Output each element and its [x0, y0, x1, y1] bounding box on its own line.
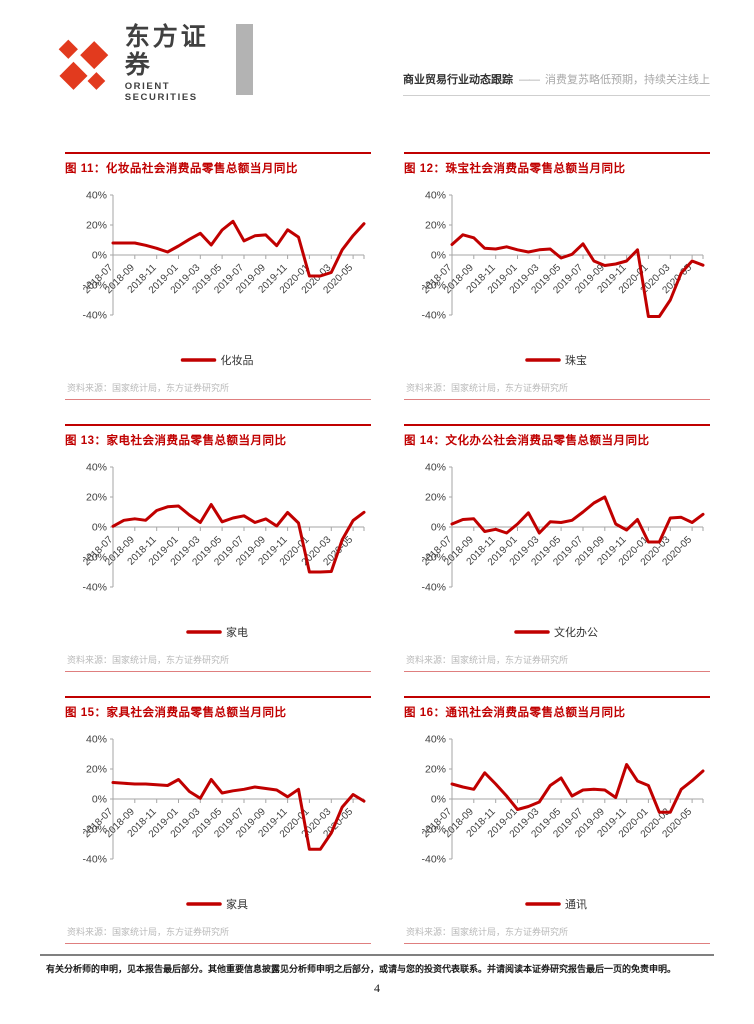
chart-panel-fig16: 图 16：通讯社会消费品零售总额当月同比 40% 20% 0% -20% -40% 201…: [404, 696, 710, 944]
report-subtitle: 消费复苏略低预期，持续关注线上: [545, 74, 710, 86]
chart-panel-fig13: 图 13：家电社会消费品零售总额当月同比 40% 20% 0% -20% -40% 201…: [65, 424, 371, 672]
chart-panel-fig12: 图 12：珠宝社会消费品零售总额当月同比 40% 20% 0% -20% -40% 201…: [404, 152, 710, 400]
svg-text:-40%: -40%: [82, 310, 107, 322]
header-divider-bar: [236, 24, 253, 95]
chart-panel-fig15: 图 15：家具社会消费品零售总额当月同比 40% 20% 0% -20% -40% 201…: [65, 696, 371, 944]
chart-svg: 40%20%0%-20%-40%2018-072018-092018-11201…: [81, 190, 366, 367]
chart-line: [111, 778, 366, 851]
legend-label: 珠宝: [565, 353, 587, 367]
svg-text:-40%: -40%: [421, 310, 446, 322]
page-number: 4: [374, 981, 380, 995]
chart-panel-fig11: 图 11：化妆品社会消费品零售总额当月同比 40% 20% 0% -20% -40% 20…: [65, 152, 371, 400]
line-chart-communications: 40% 20% 0% -20% -40% 2018-07 2018-09 2018-11 201…: [404, 727, 710, 919]
header-title-block: 商业贸易行业动态跟踪 —— 消费复苏略低预期，持续关注线上: [403, 71, 710, 96]
chart-title: 图 15：家具社会消费品零售总额当月同比: [65, 707, 287, 719]
footer-divider: [40, 954, 714, 956]
legend-label: 家具: [226, 897, 248, 911]
legend-label: 通讯: [565, 898, 587, 911]
source-note: 资料来源：国家统计局，东方证券研究所: [404, 375, 710, 400]
svg-text:0%: 0%: [431, 794, 446, 806]
chart-panel-fig14: 图 14：文化办公社会消费品零售总额当月同比 40% 20% 0% -20% -40% 2…: [404, 424, 710, 672]
logo-chinese-name: 东方证券: [124, 23, 209, 79]
svg-text:0%: 0%: [431, 522, 446, 534]
charts-grid: 图 11：化妆品社会消费品零售总额当月同比 40% 20% 0% -20% -40% 20…: [65, 152, 710, 944]
chart-title: 图 11：化妆品社会消费品零售总额当月同比: [65, 163, 298, 175]
source-note: 资料来源：国家统计局，东方证券研究所: [65, 919, 371, 944]
legend-label: 化妆品: [221, 353, 254, 367]
svg-text:0%: 0%: [431, 250, 446, 262]
svg-text:40%: 40%: [425, 190, 446, 202]
svg-text:-40%: -40%: [82, 854, 107, 866]
logo-diamonds-icon: [58, 39, 109, 90]
logo-english-name: ORIENT SECURITIES: [124, 81, 198, 103]
source-note: 资料来源：国家统计局，东方证券研究所: [404, 919, 710, 944]
logo-text: 东方证券 ORIENT SECURITIES: [124, 23, 221, 103]
chart-line: [450, 233, 705, 318]
chart-title: 图 16：通讯社会消费品零售总额当月同比: [404, 707, 626, 719]
svg-text:-40%: -40%: [421, 582, 446, 594]
chart-title: 图 12：珠宝社会消费品零售总额当月同比: [404, 163, 626, 175]
svg-text:-20%: -20%: [421, 280, 446, 292]
svg-text:40%: 40%: [425, 462, 446, 474]
line-chart-appliances: 40% 20% 0% -20% -40% 2018-07 2018-09 2018-11 201…: [65, 455, 371, 647]
source-note: 资料来源：国家统计局，东方证券研究所: [65, 375, 371, 400]
orient-securities-logo: 东方证券 ORIENT SECURITIES: [55, 23, 221, 103]
chart-svg: 40%20%0%-20%-40%2018-072018-092018-11201…: [420, 462, 705, 639]
chart-line: [450, 495, 705, 544]
chart-line: [111, 219, 366, 278]
svg-text:-20%: -20%: [82, 280, 107, 292]
source-note: 资料来源：国家统计局，东方证券研究所: [404, 647, 710, 672]
header-dash: ——: [519, 74, 540, 86]
svg-text:-40%: -40%: [421, 854, 446, 866]
report-type: 商业贸易行业动态跟踪: [403, 74, 513, 86]
chart-title: 图 14：文化办公社会消费品零售总额当月同比: [404, 435, 650, 447]
legend-label: 家电: [226, 625, 248, 639]
chart-svg: 40%20%0%-20%-40%2018-072018-092018-11201…: [420, 734, 705, 911]
chart-line: [111, 503, 366, 574]
page-footer: 有关分析师的申明，见本报告最后部分。其他重要信息披露见分析师申明之后部分，或请与…: [40, 954, 714, 996]
line-chart-culture-office: 40% 20% 0% -20% -40% 2018-07 2018-09 2018-11 201…: [404, 455, 710, 647]
svg-text:0%: 0%: [92, 250, 107, 262]
svg-text:-20%: -20%: [82, 552, 107, 564]
svg-text:-40%: -40%: [82, 582, 107, 594]
svg-text:-20%: -20%: [421, 824, 446, 836]
svg-text:40%: 40%: [86, 462, 107, 474]
chart-title: 图 13：家电社会消费品零售总额当月同比: [65, 435, 287, 447]
line-chart-furniture: 40% 20% 0% -20% -40% 2018-07 2018-09 2018-11 201…: [65, 727, 371, 919]
svg-text:0%: 0%: [92, 522, 107, 534]
svg-text:20%: 20%: [86, 220, 107, 232]
chart-svg: 40%20%0%-20%-40%2018-072018-092018-11201…: [81, 734, 366, 911]
svg-text:20%: 20%: [86, 492, 107, 504]
svg-text:40%: 40%: [425, 734, 446, 746]
svg-text:20%: 20%: [425, 764, 446, 776]
page-header: 东方证券 ORIENT SECURITIES 商业贸易行业动态跟踪 —— 消费复苏略…: [0, 0, 754, 103]
line-chart-cosmetics: 40% 20% 0% -20% -40% 2018-07 2018-09 2018-11 201…: [65, 183, 371, 375]
source-note: 资料来源：国家统计局，东方证券研究所: [65, 647, 371, 672]
svg-text:-20%: -20%: [421, 552, 446, 564]
svg-text:40%: 40%: [86, 734, 107, 746]
line-chart-jewelry: 40% 20% 0% -20% -40% 2018-07 2018-09 2018-11 201…: [404, 183, 710, 375]
svg-text:20%: 20%: [86, 764, 107, 776]
svg-text:-20%: -20%: [82, 824, 107, 836]
svg-text:40%: 40%: [86, 190, 107, 202]
svg-text:20%: 20%: [425, 220, 446, 232]
svg-text:0%: 0%: [92, 794, 107, 806]
footer-disclaimer: 有关分析师的申明，见本报告最后部分。其他重要信息披露见分析师申明之后部分，或请与…: [46, 964, 677, 974]
chart-svg: 40%20%0%-20%-40%2018-072018-092018-11201…: [420, 190, 705, 367]
chart-line: [450, 763, 705, 814]
legend-label: 文化办公: [554, 625, 598, 639]
svg-text:20%: 20%: [425, 492, 446, 504]
chart-svg: 40%20%0%-20%-40%2018-072018-092018-11201…: [81, 462, 366, 639]
